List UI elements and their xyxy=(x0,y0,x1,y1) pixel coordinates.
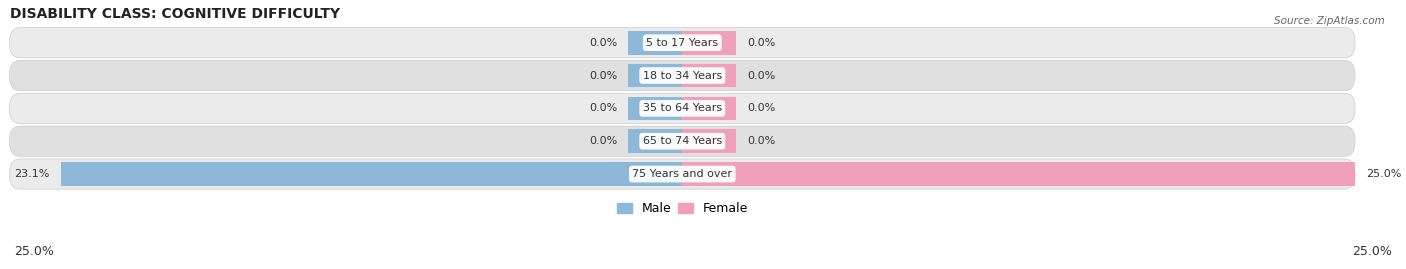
Text: 0.0%: 0.0% xyxy=(747,103,775,113)
Text: 0.0%: 0.0% xyxy=(589,38,617,48)
Text: 18 to 34 Years: 18 to 34 Years xyxy=(643,70,721,80)
Bar xyxy=(628,129,682,153)
Bar xyxy=(682,64,737,87)
Text: 65 to 74 Years: 65 to 74 Years xyxy=(643,136,721,146)
Text: 0.0%: 0.0% xyxy=(747,70,775,80)
FancyBboxPatch shape xyxy=(10,126,1355,156)
Text: Source: ZipAtlas.com: Source: ZipAtlas.com xyxy=(1274,16,1385,26)
Bar xyxy=(628,64,682,87)
Text: 23.1%: 23.1% xyxy=(14,169,51,179)
Bar xyxy=(682,162,1355,186)
Bar xyxy=(628,31,682,55)
Bar xyxy=(682,97,737,120)
Text: 5 to 17 Years: 5 to 17 Years xyxy=(647,38,718,48)
Text: 25.0%: 25.0% xyxy=(14,245,53,258)
Bar xyxy=(60,162,682,186)
Text: 25.0%: 25.0% xyxy=(1365,169,1402,179)
Legend: Male, Female: Male, Female xyxy=(612,197,754,220)
Text: 35 to 64 Years: 35 to 64 Years xyxy=(643,103,721,113)
Text: 75 Years and over: 75 Years and over xyxy=(633,169,733,179)
FancyBboxPatch shape xyxy=(10,28,1355,58)
Bar xyxy=(628,97,682,120)
Text: 0.0%: 0.0% xyxy=(589,70,617,80)
Text: 25.0%: 25.0% xyxy=(1353,245,1392,258)
FancyBboxPatch shape xyxy=(10,93,1355,123)
Text: 0.0%: 0.0% xyxy=(589,136,617,146)
Text: 0.0%: 0.0% xyxy=(747,38,775,48)
Text: 0.0%: 0.0% xyxy=(747,136,775,146)
Bar xyxy=(682,31,737,55)
FancyBboxPatch shape xyxy=(10,159,1355,189)
Text: DISABILITY CLASS: COGNITIVE DIFFICULTY: DISABILITY CLASS: COGNITIVE DIFFICULTY xyxy=(10,7,340,21)
Bar xyxy=(682,129,737,153)
Text: 0.0%: 0.0% xyxy=(589,103,617,113)
FancyBboxPatch shape xyxy=(10,61,1355,91)
